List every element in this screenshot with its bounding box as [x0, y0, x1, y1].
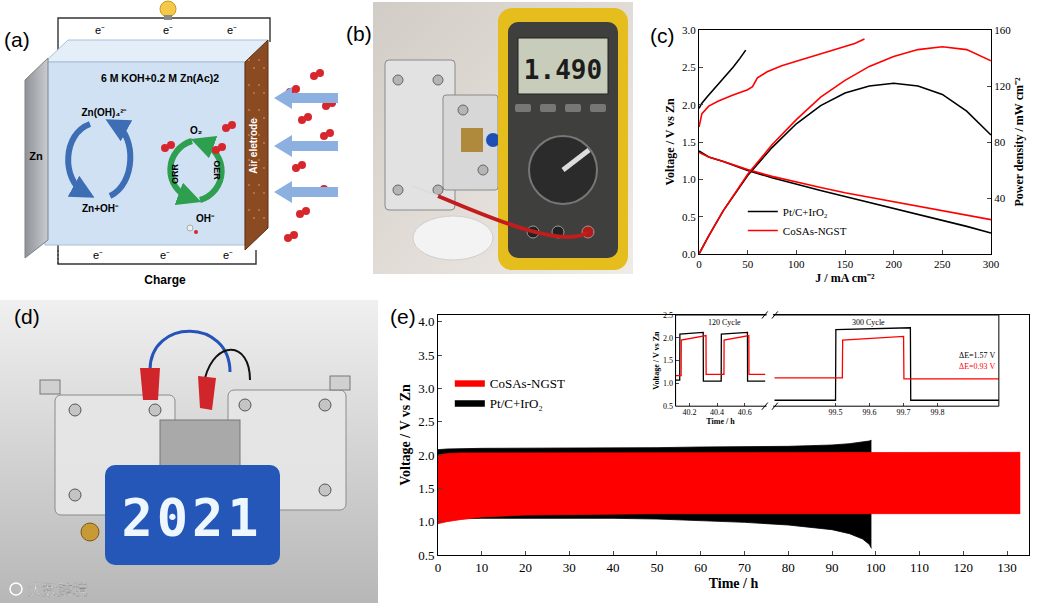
svg-text:30: 30 [563, 560, 576, 575]
svg-text:3.5: 3.5 [418, 348, 434, 363]
svg-text:Pt/C+IrO₂: Pt/C+IrO₂ [490, 396, 543, 411]
svg-text:20: 20 [519, 560, 532, 575]
svg-text:1.5: 1.5 [663, 356, 673, 365]
svg-text:100: 100 [788, 258, 805, 270]
svg-text:10: 10 [475, 560, 488, 575]
svg-text:OH⁻: OH⁻ [196, 213, 215, 224]
svg-text:e⁻: e⁻ [223, 249, 233, 261]
svg-text:0.0: 0.0 [682, 248, 696, 260]
svg-text:1.5: 1.5 [418, 481, 434, 496]
svg-text:60: 60 [694, 560, 707, 575]
svg-text:Charge: Charge [144, 273, 186, 287]
svg-text:0: 0 [435, 560, 442, 575]
svg-text:40.4: 40.4 [710, 408, 724, 417]
svg-text:2021: 2021 [121, 488, 262, 548]
svg-text:e⁻: e⁻ [163, 24, 173, 36]
svg-text:ORR: ORR [170, 164, 180, 185]
svg-text:OER: OER [212, 160, 222, 180]
svg-text:0.5: 0.5 [663, 402, 673, 411]
svg-text:2.5: 2.5 [682, 61, 696, 73]
svg-text:70: 70 [738, 560, 751, 575]
svg-text:0.5: 0.5 [682, 211, 696, 223]
svg-text:1.0: 1.0 [682, 173, 696, 185]
svg-text:2.0: 2.0 [682, 99, 696, 111]
svg-text:99.5: 99.5 [829, 408, 843, 417]
svg-text:300 Cycle: 300 Cycle [852, 318, 885, 327]
svg-text:50: 50 [742, 258, 754, 270]
svg-text:Pt/C+IrO₂: Pt/C+IrO₂ [783, 206, 828, 218]
svg-text:CoSAs-NGST: CoSAs-NGST [783, 225, 847, 237]
svg-text:O₂: O₂ [190, 125, 202, 136]
svg-text:2.0: 2.0 [663, 334, 673, 343]
svg-text:99.7: 99.7 [897, 408, 911, 417]
svg-text:130: 130 [997, 560, 1017, 575]
svg-text:90: 90 [826, 560, 839, 575]
svg-text:1.5: 1.5 [682, 136, 696, 148]
svg-text:1.490: 1.490 [524, 55, 602, 85]
svg-text:1.0: 1.0 [418, 514, 434, 529]
svg-text:80: 80 [782, 560, 795, 575]
svg-text:40.6: 40.6 [738, 408, 752, 417]
svg-text:150: 150 [837, 258, 854, 270]
svg-text:160: 160 [994, 24, 1011, 36]
svg-text:Time / h: Time / h [709, 576, 759, 591]
svg-text:Voltage / V vs Zn: Voltage / V vs Zn [663, 98, 677, 185]
svg-text:4.0: 4.0 [418, 314, 434, 329]
html-text:(d): (d) [14, 305, 40, 328]
svg-text:3.0: 3.0 [418, 381, 434, 396]
svg-text:Zn: Zn [29, 150, 43, 162]
svg-text:Zn+OH⁻: Zn+OH⁻ [82, 203, 119, 214]
svg-text:e⁻: e⁻ [95, 24, 105, 36]
svg-text:3.0: 3.0 [682, 24, 696, 36]
svg-text:0: 0 [696, 258, 702, 270]
svg-text:e⁻: e⁻ [160, 249, 170, 261]
svg-text:200: 200 [885, 258, 902, 270]
svg-text:2.5: 2.5 [418, 414, 434, 429]
svg-text:40: 40 [607, 560, 620, 575]
svg-text:6 M KOH+0.2 M Zn(Ac)2: 6 M KOH+0.2 M Zn(Ac)2 [101, 72, 219, 84]
svg-text:Time / h: Time / h [706, 417, 735, 426]
svg-text:0.5: 0.5 [418, 548, 434, 563]
svg-text:120: 120 [954, 560, 974, 575]
html-text:(c): (c) [650, 24, 675, 47]
svg-text:120: 120 [994, 80, 1011, 92]
svg-text:Voltage / V vs Zn: Voltage / V vs Zn [652, 331, 661, 390]
svg-text:Zn(OH)₄²⁻: Zn(OH)₄²⁻ [82, 107, 128, 118]
svg-text:300: 300 [983, 258, 1000, 270]
html-text:(b): (b) [346, 22, 372, 45]
svg-text:2.0: 2.0 [418, 448, 434, 463]
svg-text:2.5: 2.5 [663, 311, 673, 320]
svg-text:Voltage / V vs Zn: Voltage / V vs Zn [398, 384, 413, 486]
svg-text:50: 50 [650, 560, 663, 575]
svg-text:J / mA cm⁻²: J / mA cm⁻² [815, 271, 875, 285]
html-text:(a): (a) [4, 28, 30, 51]
svg-text:99.8: 99.8 [931, 408, 945, 417]
svg-text:110: 110 [910, 560, 929, 575]
svg-text:120 Cycle: 120 Cycle [708, 318, 741, 327]
html-text:(e): (e) [390, 305, 416, 328]
svg-text:e⁻: e⁻ [227, 24, 237, 36]
svg-text:Air eletrode: Air eletrode [248, 118, 259, 174]
svg-text:ΔE=1.57 V: ΔE=1.57 V [959, 351, 995, 360]
svg-text:100: 100 [866, 560, 886, 575]
svg-text:1.0: 1.0 [663, 379, 673, 388]
svg-text:Power density / mW cm⁻²: Power density / mW cm⁻² [1012, 77, 1026, 207]
svg-text:40: 40 [994, 192, 1006, 204]
svg-text:大数跨境: 大数跨境 [28, 581, 88, 599]
svg-text:ΔE=0.93 V: ΔE=0.93 V [959, 362, 995, 371]
svg-text:80: 80 [994, 136, 1006, 148]
svg-text:e⁻: e⁻ [93, 249, 103, 261]
svg-text:250: 250 [934, 258, 951, 270]
svg-text:CoSAs-NGST: CoSAs-NGST [490, 376, 565, 391]
svg-text:40.2: 40.2 [682, 408, 696, 417]
svg-text:99.6: 99.6 [863, 408, 877, 417]
